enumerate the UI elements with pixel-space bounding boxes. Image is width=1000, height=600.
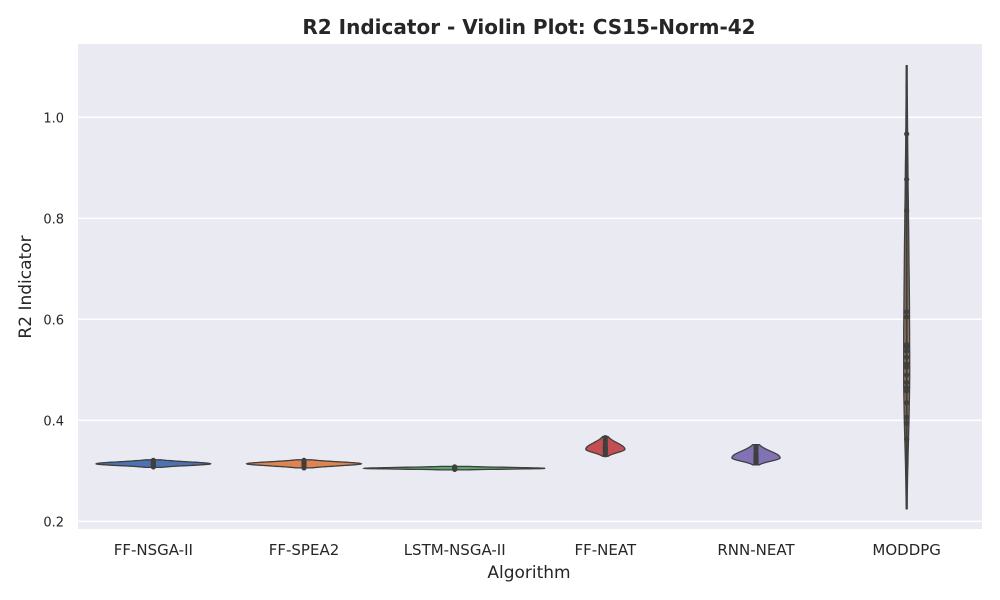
x-tick-labels: FF-NSGA-II FF-SPEA2 LSTM-NSGA-II FF-NEAT RNN… xyxy=(114,541,941,559)
violin-6 xyxy=(903,65,911,510)
violin-2 xyxy=(245,457,363,471)
y-tick-label: 0.8 xyxy=(43,212,64,227)
data-point xyxy=(904,341,910,348)
data-point xyxy=(904,131,910,137)
chart-title: R2 Indicator - Violin Plot: CS15-Norm-42 xyxy=(302,15,755,39)
data-point xyxy=(904,348,910,354)
plot-background xyxy=(78,44,982,529)
data-point xyxy=(904,314,910,320)
data-point xyxy=(452,464,458,470)
violin-4 xyxy=(585,434,626,458)
data-point xyxy=(904,384,910,391)
violin-1 xyxy=(95,457,212,470)
x-axis-label: Algorithm xyxy=(487,563,570,583)
data-point xyxy=(904,176,910,182)
data-point xyxy=(904,309,910,315)
data-point xyxy=(904,414,910,420)
violin-3 xyxy=(362,464,546,472)
data-point xyxy=(904,400,910,406)
y-tick-labels: 0.2 0.4 0.6 0.8 1.0 xyxy=(43,111,64,530)
y-tick-label: 0.2 xyxy=(43,515,64,530)
x-tick-label: FF-SPEA2 xyxy=(269,541,340,559)
y-tick-label: 0.6 xyxy=(43,313,64,328)
data-point xyxy=(602,434,608,441)
data-point xyxy=(904,436,910,442)
x-tick-label: FF-NEAT xyxy=(575,541,637,559)
grid-lines xyxy=(78,116,982,523)
data-point xyxy=(301,457,307,463)
y-tick-label: 0.4 xyxy=(43,414,64,429)
x-tick-label: RNN-NEAT xyxy=(717,541,795,559)
violins xyxy=(95,65,911,510)
data-point xyxy=(904,354,910,360)
data-point xyxy=(753,444,759,450)
data-point xyxy=(150,457,156,463)
x-tick-label: MODDPG xyxy=(872,541,941,559)
x-tick-label: LSTM-NSGA-II xyxy=(404,541,506,559)
data-point xyxy=(904,208,910,214)
data-point xyxy=(904,379,910,386)
data-point xyxy=(904,372,910,378)
data-point xyxy=(904,420,910,427)
violin-5 xyxy=(731,443,781,466)
y-tick-label: 1.0 xyxy=(43,111,64,126)
data-point xyxy=(904,361,910,367)
y-axis-label: R2 Indicator xyxy=(16,235,36,338)
x-tick-label: FF-NSGA-II xyxy=(114,541,193,559)
